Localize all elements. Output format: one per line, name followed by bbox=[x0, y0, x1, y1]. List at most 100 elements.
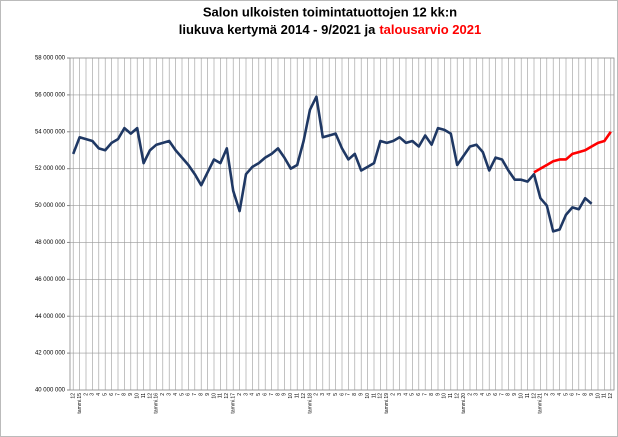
x-tick-label: 10 bbox=[365, 393, 371, 399]
x-tick-label: 7 bbox=[346, 393, 352, 396]
x-tick-label: 11 bbox=[141, 393, 147, 398]
x-tick-label: 2 bbox=[391, 393, 397, 396]
y-tick-label: 56 000 000 bbox=[35, 92, 66, 98]
x-tick-label: 6 bbox=[416, 393, 422, 396]
x-tick-label: 9 bbox=[205, 393, 211, 396]
x-tick-label: tammi.18 bbox=[307, 393, 313, 414]
y-tick-label: 48 000 000 bbox=[35, 240, 66, 246]
x-tick-label: 5 bbox=[333, 393, 339, 396]
x-tick-label: 10 bbox=[595, 393, 601, 399]
x-tick-label: 5 bbox=[487, 393, 493, 396]
series-line bbox=[71, 95, 593, 233]
x-tick-label: 11 bbox=[371, 393, 377, 398]
x-tick-label: 3 bbox=[90, 393, 96, 396]
x-tick-label: 7 bbox=[576, 393, 582, 396]
x-tick-label: 5 bbox=[563, 393, 569, 396]
x-tick-label: tammi.15 bbox=[77, 393, 83, 414]
x-tick-label: 7 bbox=[423, 393, 429, 396]
subtitle-highlight: talousarvio 2021 bbox=[379, 22, 481, 37]
x-tick-label: 2 bbox=[160, 393, 166, 396]
y-tick-label: 58 000 000 bbox=[35, 56, 66, 62]
chart-subtitle: liukuva kertymä 2014 - 9/2021 ja talousar… bbox=[179, 22, 481, 37]
x-tick-label: 8 bbox=[275, 393, 281, 396]
y-tick-label: 54 000 000 bbox=[35, 129, 66, 135]
x-tick-label: 9 bbox=[359, 393, 365, 396]
x-tick-label: 4 bbox=[96, 393, 102, 396]
x-tick-label: tammi.21 bbox=[538, 393, 544, 414]
x-tick-label: 6 bbox=[263, 393, 269, 396]
x-tick-label: 4 bbox=[557, 393, 563, 396]
x-tick-label: 2 bbox=[237, 393, 243, 396]
x-tick-label: 3 bbox=[243, 393, 249, 396]
x-tick-label: 4 bbox=[480, 393, 486, 396]
y-tick-label: 46 000 000 bbox=[35, 277, 66, 283]
x-tick-label: 11 bbox=[218, 393, 224, 398]
x-tick-label: 2 bbox=[83, 393, 89, 396]
x-tick-label: tammi.20 bbox=[461, 393, 467, 414]
x-tick-label: 12 bbox=[71, 393, 77, 399]
x-tick-label: 6 bbox=[493, 393, 499, 396]
x-tick-label: 11 bbox=[295, 393, 301, 398]
x-tick-label: 9 bbox=[282, 393, 288, 396]
x-tick-label: 5 bbox=[410, 393, 416, 396]
x-tick-label: 4 bbox=[250, 393, 256, 396]
y-tick-label: 44 000 000 bbox=[35, 314, 66, 320]
x-tick-label: 4 bbox=[173, 393, 179, 396]
x-tick-label: 2 bbox=[544, 393, 550, 396]
x-tick-label: 7 bbox=[499, 393, 505, 396]
x-tick-label: 10 bbox=[442, 393, 448, 399]
y-tick-label: 52 000 000 bbox=[35, 166, 66, 172]
x-tick-label: 3 bbox=[320, 393, 326, 396]
x-tick-label: 3 bbox=[167, 393, 173, 396]
x-tick-label: 8 bbox=[506, 393, 512, 396]
x-tick-label: tammi.16 bbox=[154, 393, 160, 414]
x-tick-label: 4 bbox=[327, 393, 333, 396]
x-tick-label: 2 bbox=[314, 393, 320, 396]
x-tick-label: 8 bbox=[199, 393, 205, 396]
y-tick-label: 50 000 000 bbox=[35, 203, 66, 209]
series-line bbox=[533, 131, 612, 174]
x-tick-label: tammi.19 bbox=[384, 393, 390, 414]
x-tick-label: 3 bbox=[474, 393, 480, 396]
x-tick-label: 12 bbox=[224, 393, 230, 399]
x-tick-label: 9 bbox=[128, 393, 134, 396]
y-tick-label: 40 000 000 bbox=[35, 388, 66, 394]
x-tick-label: 12 bbox=[378, 393, 384, 399]
x-tick-label: tammi.17 bbox=[231, 393, 237, 414]
chart-title: Salon ulkoisten toimintatuottojen 12 kk:… bbox=[203, 4, 457, 19]
x-tick-label: 4 bbox=[403, 393, 409, 396]
x-tick-label: 2 bbox=[467, 393, 473, 396]
x-tick-label: 12 bbox=[301, 393, 307, 399]
x-tick-label: 8 bbox=[429, 393, 435, 396]
x-tick-label: 8 bbox=[583, 393, 589, 396]
x-tick-label: 5 bbox=[256, 393, 262, 396]
x-tick-label: 11 bbox=[525, 393, 531, 398]
x-tick-label: 10 bbox=[519, 393, 525, 399]
x-tick-label: 6 bbox=[186, 393, 192, 396]
x-tick-label: 12 bbox=[608, 393, 614, 399]
x-tick-label: 7 bbox=[115, 393, 121, 396]
x-tick-label: 9 bbox=[435, 393, 441, 396]
x-tick-label: 5 bbox=[103, 393, 109, 396]
x-tick-label: 12 bbox=[147, 393, 153, 399]
x-tick-label: 5 bbox=[179, 393, 185, 396]
x-tick-label: 7 bbox=[269, 393, 275, 396]
x-tick-label: 12 bbox=[455, 393, 461, 399]
x-tick-label: 10 bbox=[211, 393, 217, 399]
x-tick-label: 11 bbox=[602, 393, 608, 398]
x-tick-label: 11 bbox=[448, 393, 454, 398]
subtitle: liukuva kertymä 2014 - 9/2021 ja bbox=[179, 22, 376, 37]
x-tick-label: 7 bbox=[192, 393, 198, 396]
y-tick-label: 42 000 000 bbox=[35, 351, 66, 357]
x-tick-label: 10 bbox=[135, 393, 141, 399]
x-tick-label: 8 bbox=[122, 393, 128, 396]
x-tick-label: 10 bbox=[288, 393, 294, 399]
x-tick-label: 3 bbox=[397, 393, 403, 396]
x-tick-label: 8 bbox=[352, 393, 358, 396]
x-tick-label: 6 bbox=[339, 393, 345, 396]
x-tick-label: 12 bbox=[531, 393, 537, 399]
x-tick-label: 6 bbox=[109, 393, 115, 396]
x-tick-label: 9 bbox=[589, 393, 595, 396]
x-tick-label: 3 bbox=[551, 393, 557, 396]
